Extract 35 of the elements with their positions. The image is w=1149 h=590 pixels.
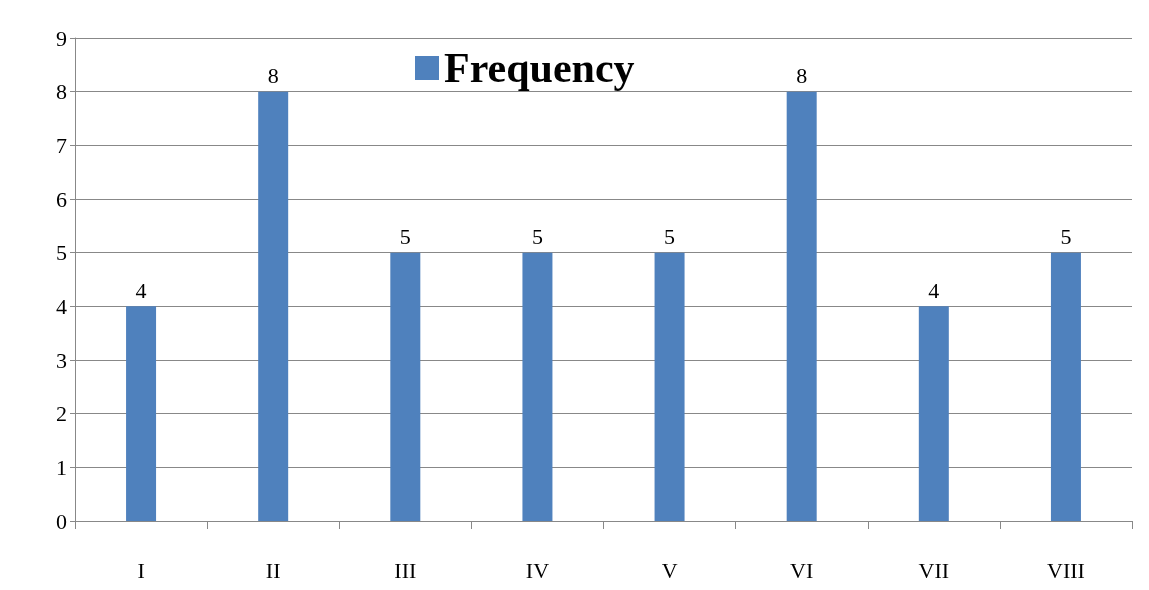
data-label: 5 [664,224,676,250]
bar [786,91,817,521]
bar [1050,252,1081,521]
x-tick-label: VI [790,557,814,583]
x-tick-label: III [394,557,417,583]
bar [522,252,553,521]
legend-label: Frequency [444,45,635,91]
bar [126,306,157,521]
y-tick-label: 9 [56,25,67,51]
y-tick-label: 1 [56,454,67,480]
data-label: 8 [267,63,279,89]
data-label: 4 [928,277,940,303]
data-label: 5 [1060,224,1072,250]
y-tick-label: 3 [56,347,67,373]
data-label: 4 [135,277,147,303]
y-tick-label: 8 [56,79,67,105]
y-tick-label: 4 [56,293,67,319]
y-tick-label: 5 [56,240,67,266]
y-tick-label: 2 [56,401,67,427]
bar [390,252,421,521]
x-tick-label: V [661,557,678,583]
bar [654,252,685,521]
x-tick-label: II [265,557,281,583]
y-tick-label: 7 [56,132,67,158]
data-label: 8 [796,63,808,89]
x-tick-label: VII [918,557,950,583]
bar [918,306,949,521]
data-label: 5 [531,224,543,250]
data-label: 5 [399,224,411,250]
x-tick-label: I [137,557,145,583]
y-tick-label: 6 [56,186,67,212]
y-tick-label: 0 [56,508,67,534]
x-tick-label: VIII [1047,557,1085,583]
x-tick-label: IV [525,557,550,583]
bar [258,91,289,521]
